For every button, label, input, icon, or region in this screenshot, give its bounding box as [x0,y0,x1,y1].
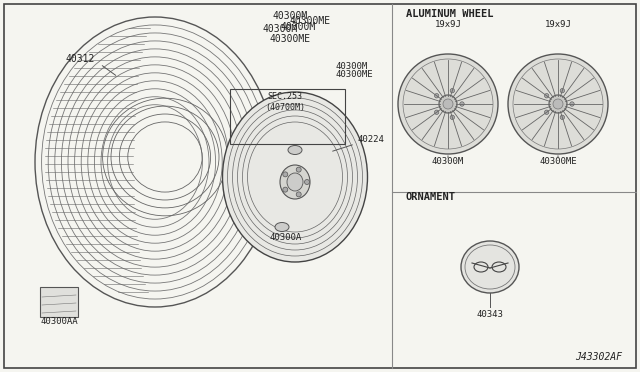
Circle shape [560,89,564,93]
Ellipse shape [287,173,303,191]
Circle shape [283,187,288,192]
Text: 40300M: 40300M [336,62,368,71]
Circle shape [443,99,453,109]
Circle shape [549,95,567,113]
Text: 19x9J: 19x9J [435,20,461,29]
Circle shape [283,172,288,177]
Text: 19x9J: 19x9J [545,20,572,29]
Text: 40343: 40343 [477,310,504,319]
Text: 40300ME: 40300ME [269,34,310,44]
Circle shape [460,102,464,106]
Circle shape [545,94,549,98]
Circle shape [560,115,564,119]
Ellipse shape [275,222,289,231]
Circle shape [398,54,498,154]
Text: 40224: 40224 [358,135,385,144]
Text: SEC.253
(40700M): SEC.253 (40700M) [265,92,305,112]
Circle shape [435,94,439,98]
Text: ALUMINUM WHEEL: ALUMINUM WHEEL [406,9,493,19]
Circle shape [508,54,608,154]
Circle shape [296,167,301,172]
Text: J43302AF: J43302AF [575,352,622,362]
Circle shape [296,192,301,197]
Text: 40300ME: 40300ME [336,70,374,79]
Text: 40300M: 40300M [280,22,316,32]
Circle shape [435,110,439,115]
Circle shape [439,95,457,113]
Text: 40300M: 40300M [273,11,308,21]
Circle shape [553,99,563,109]
Circle shape [450,115,454,119]
Text: 40300A: 40300A [270,233,302,242]
Circle shape [450,89,454,93]
Ellipse shape [461,241,519,293]
Ellipse shape [288,145,302,154]
Bar [40,287,78,317]
Text: 40300M: 40300M [262,24,298,34]
Circle shape [570,102,574,106]
Circle shape [305,180,310,185]
Text: 40312: 40312 [65,54,95,64]
Text: 40300AA: 40300AA [40,317,78,326]
Ellipse shape [280,165,310,199]
Ellipse shape [223,92,367,262]
Text: 40300ME: 40300ME [290,16,331,26]
Text: 40300M: 40300M [432,157,464,166]
Text: 40300ME: 40300ME [539,157,577,166]
Text: ORNAMENT: ORNAMENT [406,192,456,202]
Circle shape [545,110,549,115]
